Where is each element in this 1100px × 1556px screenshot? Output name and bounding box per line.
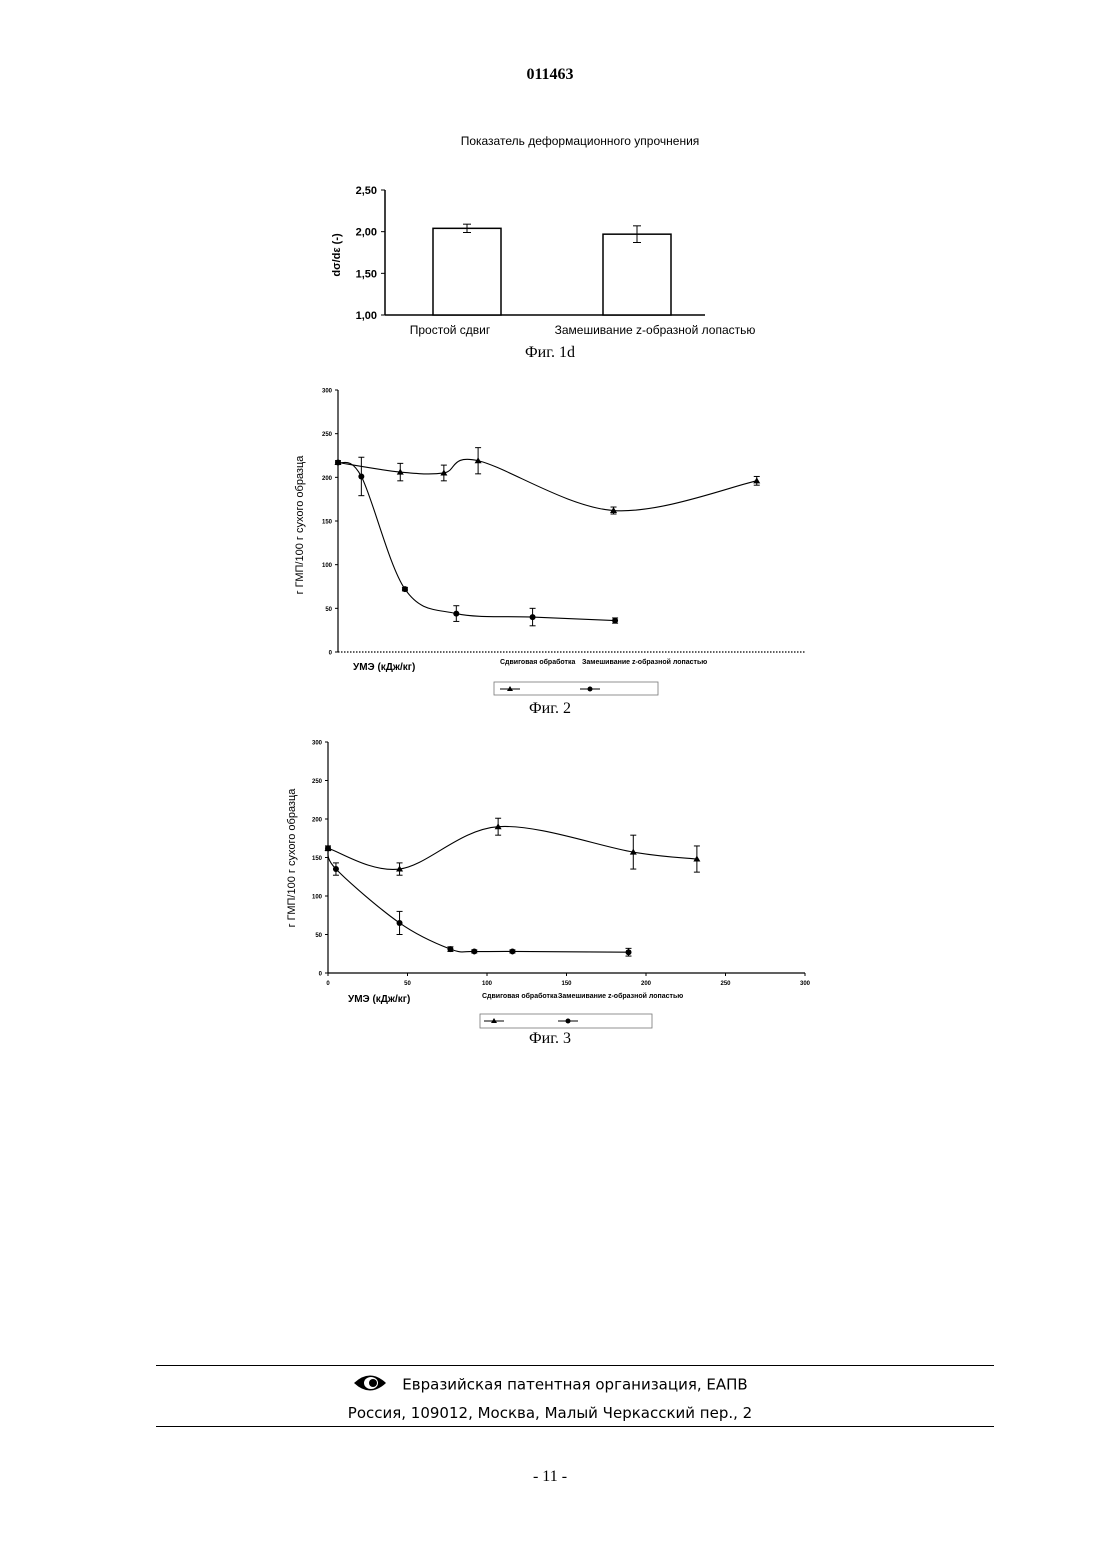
chart-legend: Сдвиговая обработка Замешивание z-образн… — [480, 992, 683, 1028]
figure-caption-1d: Фиг. 1d — [0, 344, 1100, 362]
chart-fig2: 0 50 100 150 200 250 300 г ГМП/100 г сухого об… — [0, 380, 1100, 700]
y-tick-label: 200 — [312, 818, 323, 824]
x-tick-label: 0 — [326, 981, 330, 987]
chart-marks — [433, 224, 671, 315]
figure-caption-2: Фиг. 2 — [0, 700, 1100, 718]
legend-circle-marker — [588, 687, 593, 692]
y-tick-label: 0 — [329, 651, 333, 657]
y-axis-label: dσ/dε (-) — [331, 233, 343, 277]
chart-title: Показатель деформационного упрочнения — [461, 134, 700, 148]
series-line-kneading — [338, 462, 615, 620]
y-tick-label: 2,00 — [356, 227, 377, 239]
data-point-circle — [402, 586, 408, 592]
y-tick-label: 2,50 — [356, 185, 377, 197]
y-tick-label: 250 — [322, 432, 333, 438]
x-axis-label: УМЭ (кДж/кг) — [348, 994, 410, 1005]
data-point-circle — [397, 920, 403, 926]
series-line-shear — [328, 826, 697, 869]
chart-deformation-hardening: Показатель деформационного упрочнения 1,… — [0, 120, 1100, 350]
footer-bottom-rule — [156, 1426, 994, 1427]
legend-label-shear: Сдвиговая обработка — [482, 992, 557, 1000]
y-tick-label: 50 — [325, 607, 332, 613]
y-tick-label: 250 — [312, 779, 323, 785]
data-point-circle — [471, 948, 477, 954]
bar — [433, 228, 501, 315]
footer-org-name: Евразийская патентная организация, ЕАПВ — [402, 1376, 747, 1394]
legend-label-kneading: Замешивание z-образной лопастью — [558, 992, 683, 1000]
document-number: 011463 — [0, 66, 1100, 84]
data-point-triangle — [753, 477, 760, 483]
y-tick-label: 0 — [319, 972, 323, 978]
x-tick-label: 100 — [482, 981, 493, 987]
data-point-circle — [612, 618, 618, 624]
chart-axes: 0 50 100 150 200 250 300 0 50 100 150 200 250 300 — [312, 741, 811, 988]
bar — [603, 234, 671, 315]
series-line-kneading — [328, 848, 629, 952]
x-category-label: Замешивание z-образной лопастью — [555, 323, 756, 337]
eye-logo-icon — [352, 1372, 388, 1398]
chart-marks — [335, 448, 761, 626]
page-number: - 11 - — [0, 1468, 1100, 1486]
chart-axes: 0 50 100 150 200 250 300 — [322, 389, 805, 657]
y-tick-label: 50 — [315, 933, 322, 939]
figure-caption-3: Фиг. 3 — [0, 1030, 1100, 1048]
data-point-circle — [453, 611, 459, 617]
chart-marks — [325, 818, 701, 956]
y-tick-label: 100 — [322, 563, 333, 569]
legend-label-kneading: Замешивание z-образной лопастью — [582, 658, 707, 666]
y-tick-label: 100 — [312, 895, 323, 901]
y-tick-label: 1,50 — [356, 268, 377, 280]
data-point-circle — [358, 473, 364, 479]
x-tick-label: 200 — [641, 981, 652, 987]
data-point-circle — [530, 614, 536, 620]
data-point-circle — [333, 866, 339, 872]
chart-axes: 1,00 1,50 2,00 2,50 Простой сдвиг Замешивание… — [356, 185, 756, 337]
y-tick-label: 150 — [322, 520, 333, 526]
x-tick-label: 150 — [561, 981, 572, 987]
x-tick-label: 250 — [720, 981, 731, 987]
x-tick-label: 300 — [800, 981, 811, 987]
y-tick-label: 150 — [312, 856, 323, 862]
series-line-shear — [338, 459, 757, 510]
x-category-label: Простой сдвиг — [410, 323, 491, 337]
y-axis-label: г ГМП/100 г сухого образца — [286, 788, 298, 928]
chart-legend: Сдвиговая обработка Замешивание z-образн… — [494, 658, 707, 695]
y-tick-label: 200 — [322, 476, 333, 482]
legend-label-shear: Сдвиговая обработка — [500, 658, 575, 666]
y-tick-label: 1,00 — [356, 310, 377, 322]
data-point-circle — [626, 949, 632, 955]
y-tick-label: 300 — [322, 389, 333, 395]
legend-circle-marker — [566, 1019, 571, 1024]
data-point-circle — [335, 459, 341, 465]
y-axis-label: г ГМП/100 г сухого образца — [294, 455, 306, 595]
y-tick-label: 300 — [312, 741, 323, 747]
footer-org-row: Евразийская патентная организация, ЕАПВ — [0, 1372, 1100, 1398]
footer-address: Россия, 109012, Москва, Малый Черкасский… — [0, 1404, 1100, 1422]
chart-fig3: 0 50 100 150 200 250 300 0 50 100 150 200 250 300 г Г… — [0, 730, 1100, 1030]
x-axis-label: УМЭ (кДж/кг) — [353, 662, 415, 673]
x-tick-label: 50 — [404, 981, 411, 987]
data-point-circle — [325, 845, 331, 851]
footer-top-rule — [156, 1365, 994, 1366]
data-point-circle — [447, 946, 453, 952]
data-point-circle — [509, 948, 515, 954]
